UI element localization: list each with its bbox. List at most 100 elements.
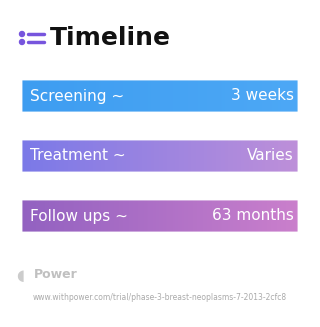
Bar — [51, 130, 52, 182]
Bar — [176, 190, 178, 242]
Bar — [286, 130, 288, 182]
Bar — [58, 70, 60, 122]
Bar — [286, 70, 288, 122]
Bar — [302, 130, 304, 182]
Bar — [99, 70, 101, 122]
Bar — [299, 130, 301, 182]
Bar — [264, 130, 266, 182]
Bar — [284, 190, 286, 242]
Bar — [154, 130, 156, 182]
Bar — [141, 190, 143, 242]
Bar — [138, 130, 140, 182]
Bar — [247, 190, 249, 242]
Bar — [40, 70, 42, 122]
Bar — [139, 70, 141, 122]
Bar — [246, 70, 248, 122]
Bar — [80, 70, 82, 122]
Bar — [28, 130, 30, 182]
Bar — [34, 70, 36, 122]
Bar — [93, 130, 95, 182]
Bar — [65, 130, 67, 182]
Bar — [138, 190, 140, 242]
Bar — [144, 190, 146, 242]
Bar — [231, 130, 233, 182]
Text: Timeline: Timeline — [50, 26, 171, 50]
Bar — [302, 70, 304, 122]
Bar — [271, 190, 273, 242]
Bar — [22, 70, 24, 122]
Bar — [203, 130, 205, 182]
Bar — [61, 190, 63, 242]
Bar — [160, 70, 162, 122]
Bar — [84, 130, 86, 182]
Bar — [228, 130, 230, 182]
Bar — [126, 130, 128, 182]
Bar — [43, 190, 45, 242]
Bar — [55, 130, 57, 182]
Bar — [163, 70, 165, 122]
Bar — [74, 130, 76, 182]
Bar — [154, 190, 156, 242]
Bar — [127, 190, 129, 242]
Bar — [206, 130, 208, 182]
Bar — [262, 70, 264, 122]
Bar — [187, 130, 188, 182]
Bar — [218, 190, 220, 242]
Bar — [51, 70, 52, 122]
Bar — [123, 190, 125, 242]
Bar — [184, 190, 186, 242]
Bar — [136, 130, 138, 182]
Bar — [104, 130, 106, 182]
Bar — [215, 130, 217, 182]
Bar — [271, 70, 273, 122]
Bar — [158, 70, 161, 122]
Bar — [221, 190, 223, 242]
Bar — [77, 70, 79, 122]
Bar — [204, 70, 206, 122]
Bar — [175, 190, 177, 242]
Bar — [169, 70, 171, 122]
Bar — [274, 130, 276, 182]
Bar — [276, 190, 277, 242]
Bar — [218, 70, 220, 122]
Bar — [219, 190, 221, 242]
Bar — [68, 70, 70, 122]
Bar — [135, 130, 137, 182]
Bar — [281, 70, 283, 122]
Bar — [132, 70, 134, 122]
Bar — [202, 130, 204, 182]
Bar — [145, 130, 147, 182]
Bar — [253, 190, 255, 242]
Bar — [99, 190, 101, 242]
Bar — [162, 70, 164, 122]
Bar — [30, 70, 32, 122]
Bar — [111, 130, 113, 182]
Bar — [255, 70, 257, 122]
Bar — [141, 130, 143, 182]
Bar — [210, 130, 212, 182]
Bar — [96, 190, 98, 242]
Bar — [25, 70, 27, 122]
Bar — [83, 130, 85, 182]
Bar — [271, 130, 273, 182]
Bar — [196, 70, 197, 122]
Bar — [179, 70, 181, 122]
Bar — [264, 70, 266, 122]
Bar — [39, 70, 41, 122]
Bar — [277, 190, 279, 242]
Bar — [162, 130, 164, 182]
Bar — [42, 190, 44, 242]
Bar — [15, 130, 17, 182]
Bar — [153, 130, 155, 182]
Bar — [144, 130, 146, 182]
Bar — [89, 190, 91, 242]
Bar — [185, 70, 187, 122]
Bar — [71, 190, 73, 242]
Bar — [249, 70, 251, 122]
Bar — [207, 70, 209, 122]
Bar — [216, 190, 218, 242]
Bar — [77, 190, 79, 242]
Bar — [67, 190, 69, 242]
Bar — [304, 190, 306, 242]
Bar — [298, 190, 300, 242]
